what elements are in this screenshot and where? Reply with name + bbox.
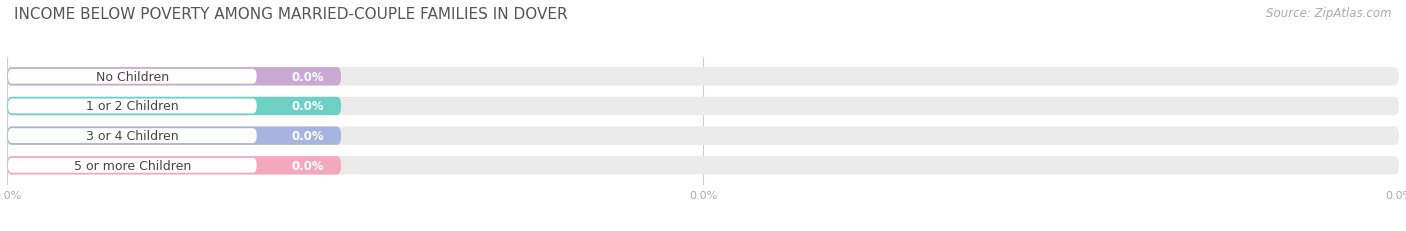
- Text: 0.0%: 0.0%: [292, 130, 325, 143]
- FancyBboxPatch shape: [7, 156, 342, 175]
- Text: No Children: No Children: [96, 70, 169, 83]
- Text: Source: ZipAtlas.com: Source: ZipAtlas.com: [1267, 7, 1392, 20]
- Text: INCOME BELOW POVERTY AMONG MARRIED-COUPLE FAMILIES IN DOVER: INCOME BELOW POVERTY AMONG MARRIED-COUPL…: [14, 7, 568, 22]
- FancyBboxPatch shape: [7, 156, 1399, 175]
- FancyBboxPatch shape: [7, 127, 1399, 145]
- Text: 0.0%: 0.0%: [292, 70, 325, 83]
- FancyBboxPatch shape: [7, 97, 1399, 116]
- Text: 1 or 2 Children: 1 or 2 Children: [86, 100, 179, 113]
- Text: 3 or 4 Children: 3 or 4 Children: [86, 130, 179, 143]
- FancyBboxPatch shape: [8, 99, 257, 114]
- FancyBboxPatch shape: [7, 97, 342, 116]
- FancyBboxPatch shape: [8, 129, 257, 143]
- Text: 5 or more Children: 5 or more Children: [73, 159, 191, 172]
- Text: 0.0%: 0.0%: [292, 100, 325, 113]
- FancyBboxPatch shape: [7, 68, 342, 86]
- Text: 0.0%: 0.0%: [292, 159, 325, 172]
- FancyBboxPatch shape: [7, 68, 1399, 86]
- FancyBboxPatch shape: [8, 158, 257, 173]
- FancyBboxPatch shape: [7, 127, 342, 145]
- FancyBboxPatch shape: [8, 70, 257, 84]
